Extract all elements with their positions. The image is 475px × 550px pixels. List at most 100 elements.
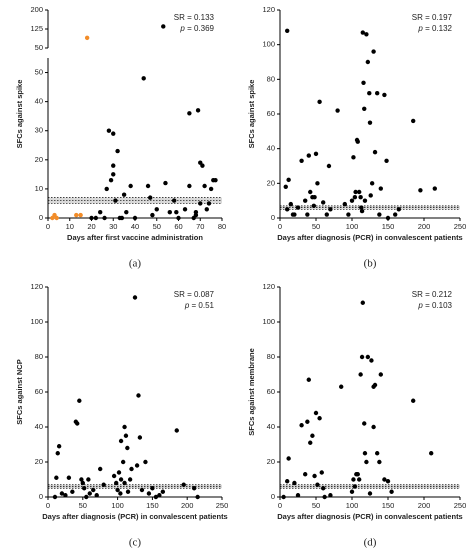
- point: [181, 482, 186, 487]
- y-tick-label: 10: [35, 184, 43, 193]
- point: [372, 149, 378, 155]
- y-tick-label: 120: [262, 5, 275, 14]
- x-tick-label: 80: [218, 222, 226, 231]
- point: [182, 207, 188, 212]
- y-tick-label: 100: [30, 317, 43, 326]
- point: [375, 91, 380, 96]
- point: [315, 181, 320, 186]
- point: [143, 459, 148, 465]
- point: [54, 475, 59, 480]
- point: [385, 215, 391, 221]
- y-tick-label: 60: [267, 387, 275, 396]
- point: [324, 212, 329, 217]
- point: [118, 438, 124, 444]
- point: [317, 99, 322, 105]
- point: [129, 466, 134, 472]
- x-tick-label: 150: [382, 501, 395, 510]
- point: [187, 183, 192, 189]
- point: [163, 180, 168, 186]
- point: [364, 32, 369, 37]
- point: [54, 215, 59, 221]
- point: [102, 215, 107, 221]
- point: [285, 28, 290, 33]
- point: [359, 208, 365, 214]
- point: [357, 189, 362, 195]
- point: [56, 444, 62, 449]
- point: [303, 198, 308, 203]
- x-tick-label: 0: [46, 501, 50, 510]
- point: [312, 473, 317, 479]
- point: [339, 384, 344, 389]
- point: [371, 49, 376, 54]
- point: [111, 131, 116, 136]
- point: [396, 207, 401, 212]
- point: [319, 470, 324, 475]
- point: [371, 424, 376, 430]
- point: [132, 295, 138, 300]
- y-tick-label: 100: [262, 317, 275, 326]
- x-axis-label: Days after diagnosis (PCR) in convalesce…: [277, 233, 462, 242]
- point: [367, 491, 373, 496]
- point: [125, 445, 130, 451]
- x-tick-label: 20: [87, 222, 95, 231]
- point: [101, 482, 106, 487]
- point: [349, 198, 355, 203]
- point: [352, 195, 358, 200]
- point: [150, 486, 155, 491]
- x-tick-label: 200: [418, 222, 431, 231]
- point: [362, 421, 367, 426]
- y-tick-label: 100: [262, 40, 275, 49]
- x-tick-label: 100: [346, 222, 359, 231]
- point: [346, 212, 351, 217]
- caption: (c): [129, 537, 142, 549]
- point: [322, 494, 327, 500]
- point: [106, 128, 112, 133]
- point: [171, 198, 177, 203]
- sr-annotation: SR = 0.197: [412, 13, 453, 22]
- p-symbol: p: [417, 301, 423, 310]
- point: [369, 181, 375, 186]
- point: [204, 207, 209, 212]
- point: [206, 201, 212, 206]
- point: [308, 440, 313, 445]
- x-tick-label: 10: [66, 222, 74, 231]
- point: [353, 189, 358, 195]
- p-annotation: p = 0.103: [417, 301, 452, 310]
- point: [111, 473, 117, 479]
- point: [114, 480, 119, 486]
- point: [281, 494, 286, 500]
- x-tick-label: 100: [346, 501, 359, 510]
- point: [317, 416, 322, 421]
- point: [372, 382, 378, 388]
- point: [198, 201, 203, 206]
- p-symbol: p: [184, 301, 190, 310]
- caption: (a): [129, 258, 142, 270]
- point: [367, 91, 372, 96]
- point: [167, 209, 172, 215]
- point: [328, 207, 333, 212]
- point: [418, 188, 423, 193]
- point: [358, 195, 363, 200]
- x-axis-label: Days after diagnosis (PCR) in convalesce…: [42, 512, 227, 521]
- point: [200, 163, 205, 168]
- point: [299, 158, 304, 163]
- point: [349, 489, 355, 494]
- x-tick-label: 250: [454, 222, 467, 231]
- y-tick-label: 120: [30, 282, 43, 291]
- y-tick-label: 0: [271, 492, 275, 501]
- point: [116, 470, 122, 475]
- point: [292, 212, 297, 217]
- point: [292, 480, 297, 486]
- point: [315, 482, 320, 487]
- point: [283, 184, 288, 189]
- point: [174, 428, 179, 433]
- x-axis-label: Days after first vaccine administration: [67, 233, 203, 242]
- point: [115, 148, 120, 154]
- point: [74, 212, 79, 218]
- point: [52, 494, 58, 500]
- point: [208, 186, 214, 192]
- point: [84, 494, 89, 500]
- y-tick-label: 20: [267, 457, 275, 466]
- point: [355, 472, 360, 477]
- point: [128, 183, 133, 189]
